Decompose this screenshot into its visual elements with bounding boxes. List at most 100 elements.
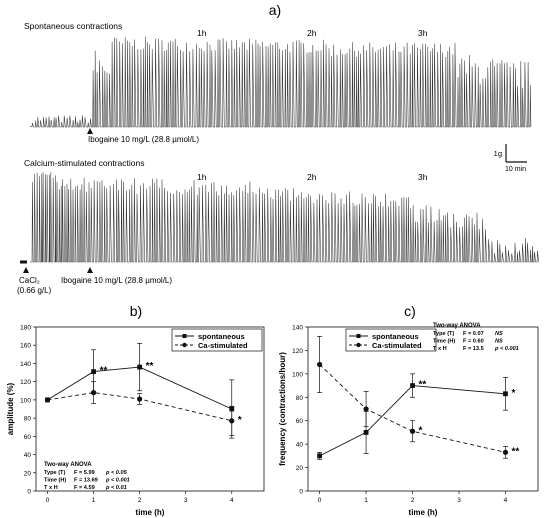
- bottom-drug-label: Ibogaine 10 mg/L (28.8 µmol/L): [61, 276, 172, 285]
- top-drug-label: Ibogaine 10 mg/L (28.8 µmol/L): [88, 135, 199, 144]
- x-tick-label: 1: [364, 497, 368, 504]
- y-tick-label: 180: [20, 325, 31, 332]
- significance-label: *: [419, 425, 423, 436]
- legend-box: [345, 328, 437, 352]
- calcium-trace-title: Calcium-stimulated contractions: [24, 158, 144, 168]
- data-point-circle: [90, 390, 97, 396]
- data-point-circle: [44, 397, 51, 403]
- spontaneous-contraction-trace: [29, 36, 532, 128]
- legend-label: Ca-stimulated: [198, 341, 248, 350]
- y-axis-label: amplitude (%): [6, 382, 15, 435]
- stats-factor: Time (H): [433, 339, 455, 345]
- significance-label: *: [511, 388, 515, 399]
- data-point-square: [503, 391, 508, 397]
- x-tick-label: 3: [184, 497, 188, 504]
- panel-a-label: a): [269, 2, 281, 18]
- y-tick-label: 80: [296, 395, 304, 402]
- series-line-1: [319, 364, 506, 453]
- x-tick-label: 1: [92, 497, 96, 504]
- legend-marker: [182, 334, 187, 338]
- x-tick-label: 4: [230, 497, 234, 504]
- data-point-square: [363, 430, 369, 435]
- scale-bar-vertical-label: 1g: [494, 149, 502, 158]
- spontaneous-trace-title: Spontaneous contractions: [24, 21, 122, 31]
- y-tick-label: 0: [27, 489, 31, 496]
- calcium-contraction-trace: [30, 172, 539, 263]
- stats-title: Two-way ANOVA: [433, 323, 481, 329]
- stats-p-value: p < 0.001: [494, 346, 519, 352]
- stats-factor: Type (T): [433, 331, 454, 337]
- y-tick-label: 0: [299, 489, 303, 496]
- stats-factor: T x H: [44, 485, 58, 491]
- series-line-0: [319, 385, 506, 457]
- plot-frame: [35, 326, 265, 492]
- bottom-drug-marker-icon: [87, 267, 93, 273]
- stats-f-value: F = 13.69: [74, 478, 98, 484]
- plot-frame: [307, 326, 539, 492]
- y-tick-label: 100: [20, 397, 31, 404]
- data-point-circle: [137, 396, 143, 402]
- data-point-circle: [317, 361, 323, 368]
- legend-label: Ca-stimulated: [372, 341, 422, 350]
- legend-marker: [356, 342, 361, 348]
- x-axis-label: time (h): [136, 508, 165, 517]
- x-tick-label: 3: [457, 497, 461, 504]
- y-tick-label: 20: [296, 465, 304, 472]
- top-drug-marker-icon: [87, 128, 93, 134]
- y-tick-label: 160: [20, 343, 31, 350]
- y-tick-label: 20: [24, 470, 32, 477]
- series-line-1: [47, 392, 232, 422]
- x-tick-label: 0: [318, 497, 322, 504]
- x-tick-label: 0: [46, 497, 50, 504]
- top-hour-label-2: 2h: [307, 28, 317, 38]
- y-tick-label: 40: [296, 442, 304, 449]
- stats-factor: Time (H): [44, 478, 66, 484]
- significance-label: **: [146, 361, 154, 372]
- significance-label: **: [419, 380, 427, 391]
- stats-f-value: F = 5.99: [74, 470, 95, 476]
- panel-c-label: c): [404, 303, 416, 319]
- significance-label: **: [511, 446, 519, 457]
- legend-box: [171, 328, 263, 352]
- trace-waveform: [30, 172, 539, 263]
- top-hour-label-3: 3h: [418, 28, 428, 38]
- spontaneous-trace-panel: Spontaneous contractions 1h 2h 3h Ibogai…: [24, 21, 532, 144]
- stats-factor: Type (T): [44, 470, 65, 476]
- series-line-0: [47, 366, 232, 410]
- y-tick-label: 80: [24, 416, 32, 423]
- stats-p-value: p < 0.05: [105, 470, 128, 476]
- stats-f-value: F = 4.59: [74, 485, 95, 491]
- scale-bar-horizontal-label: 10 min: [505, 166, 526, 173]
- data-point-square: [410, 383, 415, 388]
- cacl-marker-icon: [23, 267, 29, 273]
- bottom-hour-label-2: 2h: [307, 172, 317, 182]
- panel-b-label: b): [130, 303, 142, 319]
- frequency-chart: 0 20 40 60 80 100 120 140 0 1 2 3 4 time (h) frequency…: [278, 323, 539, 517]
- stats-p-value: p < 0.01: [105, 485, 127, 491]
- stats-title: Two-way ANOVA: [44, 462, 92, 468]
- x-tick-label: 4: [504, 497, 508, 504]
- bottom-hour-label-3: 3h: [418, 172, 428, 182]
- data-point-square: [91, 369, 96, 375]
- cacl-label: CaCl₂: [19, 276, 40, 285]
- legend-marker: [356, 334, 361, 338]
- data-point-circle: [502, 449, 509, 455]
- data-point-circle: [229, 418, 235, 424]
- top-hour-label-1: 1h: [197, 28, 207, 38]
- significance-label: *: [238, 415, 242, 426]
- x-tick-label: 2: [411, 497, 415, 504]
- y-tick-label: 120: [292, 348, 303, 355]
- y-axis-label: frequency (contractions/hour): [278, 352, 287, 466]
- x-axis-label: time (h): [409, 508, 438, 517]
- calcium-trace-panel: Calcium-stimulated contractions 1h 2h 3h…: [17, 158, 539, 295]
- y-tick-label: 60: [24, 434, 32, 441]
- significance-label: **: [100, 366, 108, 377]
- amplitude-chart: 0 20 40 60 80 100 120 140 160 180 0 1 2 3 4 time (h) amp…: [6, 325, 265, 517]
- y-tick-label: 40: [24, 452, 32, 459]
- trace-waveform: [29, 36, 532, 128]
- y-tick-label: 60: [296, 418, 304, 425]
- stats-p-value: NS: [495, 331, 503, 337]
- stats-factor: T x H: [433, 346, 447, 352]
- y-tick-label: 120: [20, 379, 31, 386]
